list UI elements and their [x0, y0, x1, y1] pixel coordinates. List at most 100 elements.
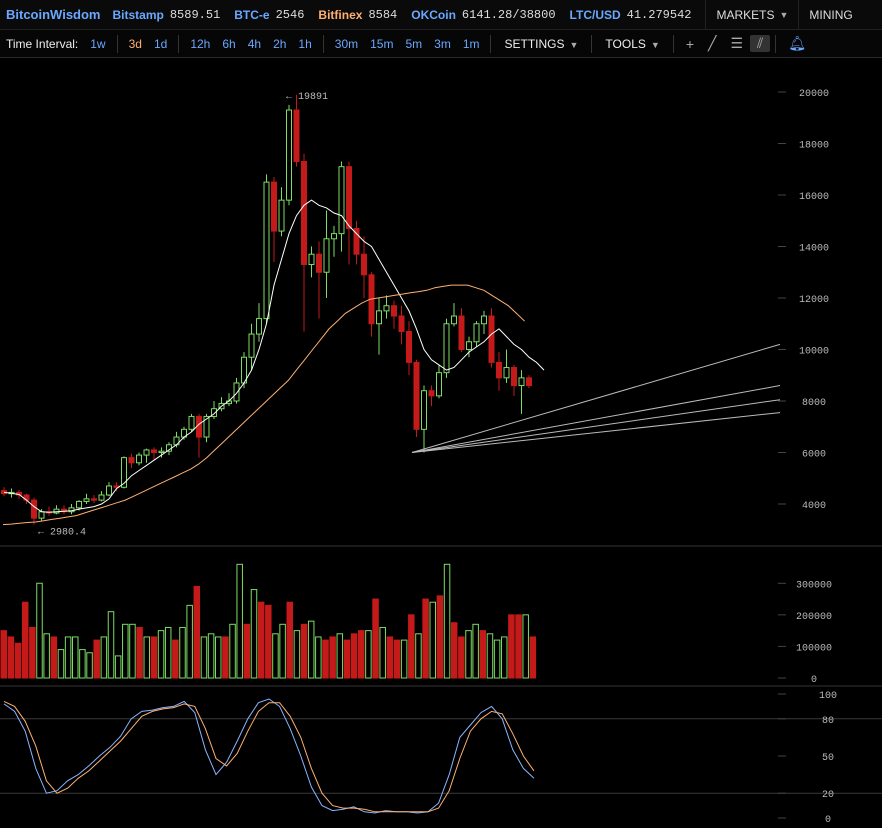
top-bar: BitcoinWisdom Bitstamp 8589.51 BTC-e 254…	[0, 0, 882, 30]
volume-bar	[72, 636, 79, 679]
chevron-down-icon: ▼	[650, 39, 660, 50]
exchange-bitfinex[interactable]: Bitfinex 8584	[318, 8, 397, 22]
fan-lines-icon[interactable]: ⫽	[750, 35, 771, 52]
volume-bar	[493, 639, 501, 679]
stochastic-k-line	[3, 698, 535, 814]
interval-1m[interactable]: 1m	[462, 36, 480, 51]
mining-menu[interactable]: MINING	[798, 0, 862, 30]
time-interval-label: Time Interval:	[6, 36, 79, 51]
volume-bar	[107, 611, 115, 679]
exchange-ltcusd[interactable]: LTC/USD 41.279542	[570, 8, 692, 22]
volume-bar	[93, 639, 100, 679]
volume-bar	[43, 633, 50, 679]
brand-logo[interactable]: BitcoinWisdom	[6, 7, 101, 22]
y-tick-label: 80	[822, 716, 834, 727]
interval-15m[interactable]: 15m	[370, 36, 394, 51]
volume-bar	[408, 614, 415, 679]
volume-bar	[279, 623, 286, 679]
candle-body	[1, 490, 7, 495]
volume-bar	[136, 626, 143, 679]
volume-bar	[436, 595, 444, 679]
candle-body	[451, 315, 457, 325]
divider	[322, 34, 324, 53]
volume-bar	[222, 636, 229, 679]
candle-body	[301, 161, 307, 266]
volume-bar	[229, 623, 236, 679]
volume-bar	[529, 636, 537, 679]
interval-3m[interactable]: 3m	[434, 36, 451, 51]
volume-bar	[272, 633, 279, 679]
volume-bar	[21, 601, 29, 679]
trendline-icon[interactable]: ╱	[708, 35, 717, 51]
volume-bar	[122, 623, 129, 679]
markets-label: MARKETS	[716, 7, 775, 22]
exchange-btce[interactable]: BTC-e 2546	[234, 8, 304, 22]
candle-body	[503, 367, 510, 379]
volume-bar	[200, 636, 208, 679]
interval-5m[interactable]: 5m	[405, 36, 423, 51]
horizontal-lines-icon[interactable]: ☰	[730, 35, 743, 51]
volume-bar	[443, 563, 451, 679]
interval-1h[interactable]: 1h	[298, 36, 312, 51]
interval-1w[interactable]: 1w	[90, 36, 106, 51]
stochastic-d-line	[3, 700, 535, 813]
alarm-bell-icon[interactable]: 🔔︎	[788, 35, 807, 51]
volume-bar	[293, 630, 301, 679]
settings-menu[interactable]: SETTINGS ▼	[496, 37, 586, 51]
crosshair-icon[interactable]: +	[685, 35, 694, 52]
volume-bar	[172, 639, 179, 679]
divider	[116, 34, 118, 53]
volume-bar	[450, 622, 458, 679]
candle-body	[443, 323, 450, 374]
candle-body	[271, 181, 277, 232]
volume-bar	[50, 636, 58, 679]
interval-2h[interactable]: 2h	[273, 36, 287, 51]
y-tick-label: 300000	[796, 580, 832, 591]
interval-30m[interactable]: 30m	[334, 36, 359, 51]
volume-bar	[207, 633, 215, 679]
candle-body	[61, 508, 67, 513]
candle-body	[121, 457, 127, 488]
interval-12h[interactable]: 12h	[190, 36, 211, 51]
exchange-name: BTC-e	[234, 7, 270, 22]
candle-body	[391, 305, 397, 317]
candle-body	[263, 181, 270, 320]
candle-body	[421, 390, 427, 430]
volume-bar	[393, 639, 401, 679]
ema-slow-line	[2, 284, 525, 526]
y-tick-label: 20000	[799, 89, 829, 100]
candle-body	[466, 341, 472, 350]
volume-bar	[286, 601, 293, 679]
candle-body	[293, 109, 300, 163]
volume-bar	[179, 626, 186, 679]
candle-body	[383, 305, 390, 312]
volume-bar	[386, 636, 394, 679]
price-chart[interactable]: 4000600080001000012000140001600018000200…	[0, 58, 882, 828]
exchange-bitstamp[interactable]: Bitstamp 8589.51	[113, 8, 221, 22]
volume-bar	[150, 636, 158, 679]
tools-label: TOOLS	[605, 36, 646, 51]
candle-body	[76, 500, 82, 509]
volume-bar	[365, 630, 372, 679]
y-tick-label: 6000	[802, 450, 826, 461]
y-tick-label: 20	[822, 790, 834, 801]
interval-1d[interactable]: 1d	[153, 36, 168, 51]
candle-body	[31, 499, 37, 519]
y-tick-label: 100000	[796, 643, 832, 654]
exchange-price: 8589.51	[169, 7, 221, 22]
candle-body	[413, 361, 420, 430]
y-tick-label: 100	[819, 691, 837, 702]
volume-bar	[265, 604, 272, 679]
candle-body	[346, 166, 352, 229]
interval-4h[interactable]: 4h	[247, 36, 262, 51]
interval-3d[interactable]: 3d	[128, 36, 142, 51]
volume-bar	[322, 639, 329, 679]
tools-menu[interactable]: TOOLS ▼	[597, 37, 667, 51]
interval-6h[interactable]: 6h	[222, 36, 236, 51]
exchange-okcoin[interactable]: OKCoin 6141.28/38800	[411, 8, 555, 22]
volume-bar	[329, 636, 336, 679]
candle-body	[518, 377, 525, 387]
markets-menu[interactable]: MARKETS ▼	[705, 0, 798, 30]
volume-bar	[164, 626, 172, 679]
volume-bar	[257, 601, 265, 679]
